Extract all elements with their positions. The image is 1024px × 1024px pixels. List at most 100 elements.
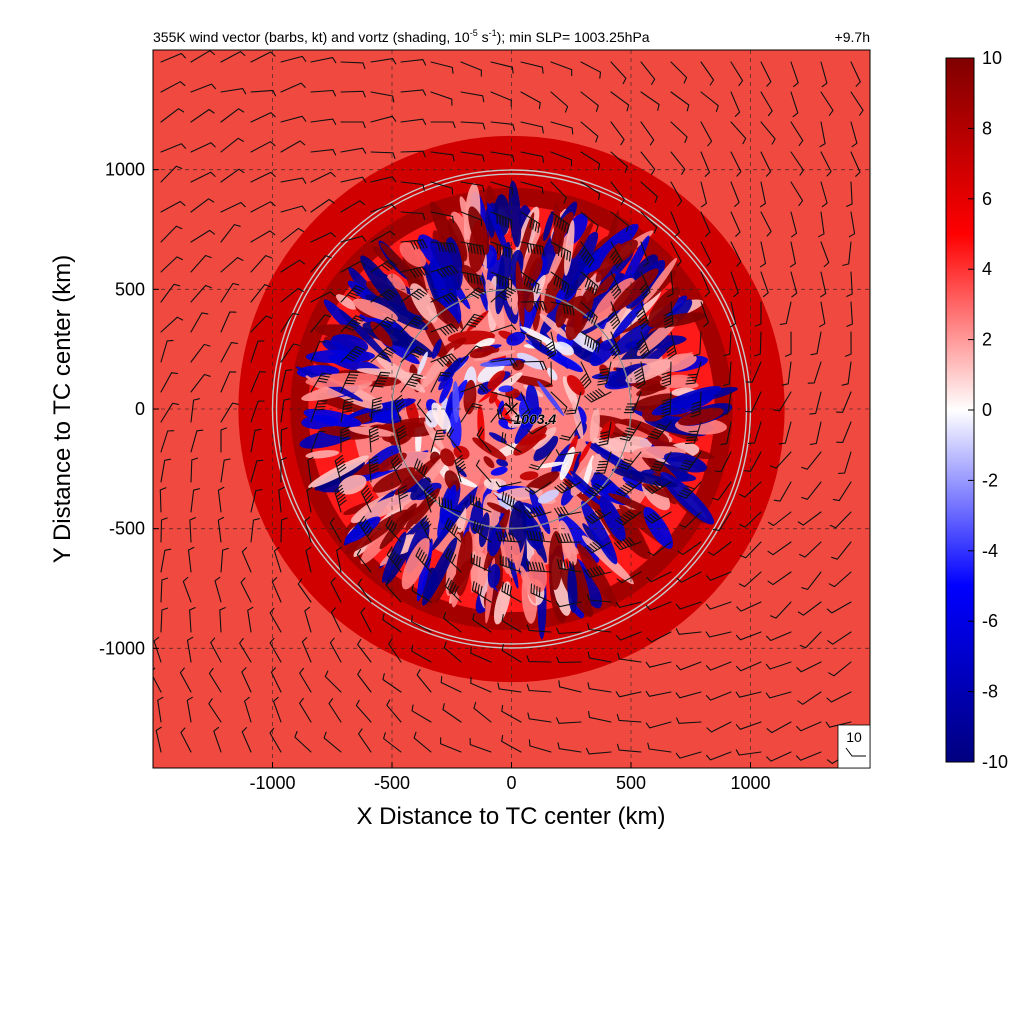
vorticity-streak bbox=[619, 235, 650, 292]
wind-barb bbox=[411, 704, 432, 723]
wind-barb bbox=[501, 491, 522, 513]
vorticity-streak bbox=[374, 417, 435, 433]
wind-barb bbox=[440, 737, 462, 753]
wind-barb bbox=[430, 371, 451, 393]
wind-barb bbox=[190, 343, 211, 363]
wind-barb bbox=[705, 571, 732, 581]
wind-barb bbox=[443, 641, 462, 663]
wind-barb bbox=[490, 324, 517, 333]
wind-barb bbox=[340, 147, 367, 154]
vorticity-streak bbox=[600, 420, 616, 440]
wind-barb bbox=[700, 91, 719, 112]
wind-barb bbox=[615, 601, 642, 608]
wind-barb bbox=[721, 391, 732, 416]
wind-barb bbox=[273, 546, 282, 573]
wind-barb bbox=[730, 61, 744, 87]
wind-barb bbox=[520, 331, 542, 348]
wind-barb bbox=[190, 254, 212, 273]
wind-barb bbox=[357, 668, 372, 693]
wind-barb bbox=[470, 553, 492, 573]
wind-barb bbox=[829, 511, 852, 529]
wind-barb bbox=[334, 454, 347, 483]
wind-barb bbox=[841, 361, 852, 386]
wind-barb bbox=[684, 421, 702, 445]
wind-barb bbox=[186, 696, 193, 723]
wind-barb bbox=[340, 285, 365, 303]
vorticity-streak bbox=[553, 201, 561, 244]
wind-barb bbox=[438, 496, 462, 513]
wind-barb bbox=[501, 644, 522, 663]
y-tick-label: 1000 bbox=[105, 160, 145, 180]
wind-barb bbox=[640, 121, 655, 146]
wind-barb bbox=[241, 727, 252, 753]
wind-barb bbox=[220, 371, 237, 393]
wind-barb bbox=[723, 361, 732, 387]
wind-barb bbox=[797, 601, 822, 616]
wind-barb bbox=[415, 547, 432, 573]
wind-barb bbox=[310, 314, 332, 333]
wind-barb bbox=[490, 286, 516, 303]
vorticity-streak bbox=[416, 538, 433, 602]
vorticity-streak bbox=[488, 391, 498, 404]
vorticity-streak bbox=[498, 385, 514, 393]
plot-area bbox=[153, 50, 870, 768]
vorticity-streak bbox=[604, 436, 653, 453]
vorticity-streak bbox=[573, 451, 582, 475]
wind-barb bbox=[416, 399, 432, 423]
wind-barb bbox=[310, 372, 332, 393]
wind-barb bbox=[760, 121, 776, 145]
wind-barb bbox=[580, 121, 599, 143]
wind-barb bbox=[797, 511, 822, 526]
wind-barb bbox=[190, 142, 216, 153]
wind-barb bbox=[460, 287, 487, 303]
wind-barb bbox=[358, 728, 372, 753]
wind-barb bbox=[470, 646, 492, 663]
wind-barb bbox=[550, 151, 573, 167]
vorticity-streak bbox=[463, 379, 477, 415]
wind-barb bbox=[250, 171, 276, 183]
wind-barb bbox=[766, 751, 792, 762]
wind-barb bbox=[790, 121, 804, 146]
x-axis-ticks: -1000 -500 0 500 1000 bbox=[249, 762, 771, 793]
wind-barb bbox=[501, 734, 522, 753]
wind-barb bbox=[744, 451, 762, 472]
vorticity-streak bbox=[490, 466, 508, 476]
wind-barb bbox=[329, 517, 342, 543]
vorticity-streak bbox=[536, 461, 565, 469]
y-tick-label: -500 bbox=[109, 519, 145, 539]
wind-barb bbox=[473, 701, 492, 723]
vorticity-streak bbox=[431, 338, 442, 359]
wind-barb bbox=[555, 449, 582, 456]
wind-barb bbox=[159, 487, 167, 513]
wind-barb bbox=[550, 61, 573, 77]
vorticity-streak bbox=[444, 470, 460, 492]
wind-barb bbox=[250, 340, 265, 363]
wind-barb bbox=[490, 121, 515, 131]
wind-barb bbox=[340, 397, 354, 423]
wind-barb bbox=[597, 361, 612, 386]
barb-legend-label: 10 bbox=[846, 729, 862, 745]
x-tick-label: 0 bbox=[506, 773, 516, 793]
wind-barb bbox=[394, 394, 405, 423]
wind-barb bbox=[280, 55, 307, 63]
wind-barb bbox=[220, 108, 245, 123]
vorticity-streak bbox=[537, 380, 565, 416]
wind-barb bbox=[370, 151, 396, 159]
wind-barb bbox=[557, 558, 582, 573]
wind-barb bbox=[526, 655, 552, 663]
vorticity-streak bbox=[663, 452, 707, 473]
wind-barb bbox=[324, 670, 342, 693]
wind-barb bbox=[675, 691, 702, 699]
wind-barb bbox=[471, 580, 492, 603]
wind-barb bbox=[430, 323, 459, 336]
wind-barb bbox=[585, 481, 612, 497]
wind-barb bbox=[650, 451, 672, 472]
wind-barb bbox=[190, 429, 204, 453]
wind-barb bbox=[820, 91, 834, 116]
wind-barb bbox=[527, 712, 552, 723]
wind-barb bbox=[280, 427, 288, 453]
wind-barb bbox=[760, 211, 772, 237]
wind-barb bbox=[670, 211, 681, 237]
wind-barb bbox=[760, 61, 772, 87]
wind-barb bbox=[848, 211, 856, 238]
